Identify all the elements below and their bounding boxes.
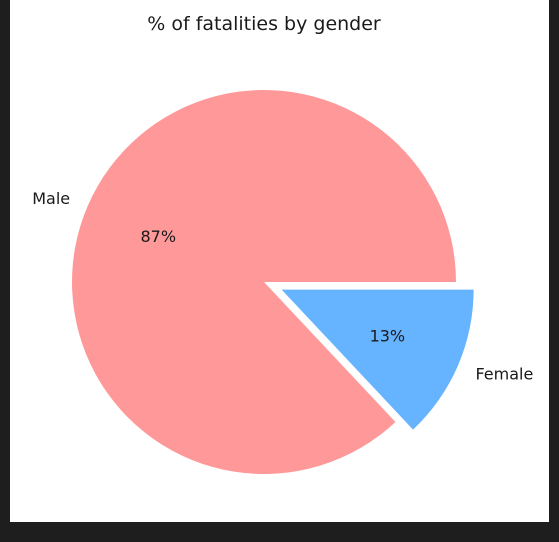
pct-label-male: 87% <box>140 227 176 246</box>
pie-slice-female <box>281 289 474 430</box>
pie-slice-male <box>72 90 457 475</box>
pie-chart: % of fatalities by gender 87% Male 13% Fema… <box>32 13 533 475</box>
category-label-male: Male <box>32 189 70 208</box>
category-label-female: Female <box>475 365 533 384</box>
pct-label-female: 13% <box>370 326 406 345</box>
pie-slices: 87% Male 13% Female <box>32 90 533 475</box>
chart-title: % of fatalities by gender <box>147 13 381 35</box>
chart-frame: % of fatalities by gender 87% Male 13% Fema… <box>10 0 549 522</box>
